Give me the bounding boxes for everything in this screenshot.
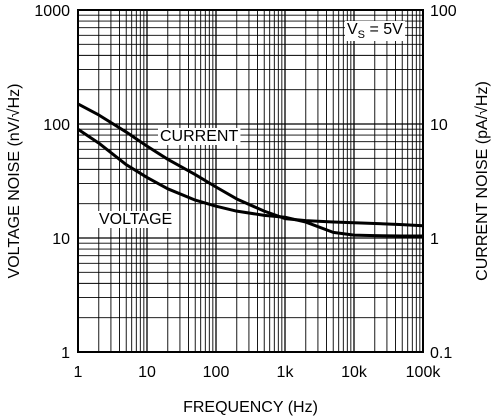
series-lines [77, 102, 424, 238]
y-right-tick-label: 10 [430, 117, 448, 134]
y-right-tick-label: 100 [430, 3, 457, 20]
y-right-tick-label: 1 [430, 231, 439, 248]
supply-annotation: VS = 5V [347, 21, 403, 41]
x-tick-label: 100 [203, 364, 230, 381]
x-tick-label: 1k [277, 364, 295, 381]
voltage-label-background [97, 211, 175, 228]
x-tick-label: 1 [74, 364, 83, 381]
x-tick-label: 10 [138, 364, 156, 381]
supply-annotation-background [345, 21, 406, 41]
x-tick-labels: 1 10 100 1k 10k 100k [74, 364, 442, 381]
current-label-background [158, 128, 241, 145]
current-series-label: CURRENT [160, 128, 238, 145]
x-tick-label: 10k [341, 364, 368, 381]
series-line-voltage [77, 127, 423, 238]
y-left-tick-label: 1000 [34, 3, 70, 20]
y-right-axis-label: CURRENT NOISE (pA/√Hz) [474, 81, 491, 281]
y-left-tick-label: 100 [43, 117, 70, 134]
y-right-tick-label: 0.1 [430, 345, 452, 362]
y-left-axis-label: VOLTAGE NOISE (nV/√Hz) [6, 84, 23, 279]
y-left-tick-labels: 1 10 100 1000 [34, 3, 70, 362]
x-tick-label: 100k [406, 364, 442, 381]
annotation-rest: = 5V [365, 21, 403, 38]
x-axis-label: FREQUENCY (Hz) [183, 399, 318, 416]
annotation-main: V [347, 21, 358, 38]
voltage-series-label: VOLTAGE [99, 211, 172, 228]
plot-frame [77, 9, 424, 353]
annotation-sub: S [358, 29, 365, 41]
grid-lines [78, 10, 423, 352]
series-line-current [77, 102, 424, 228]
y-left-tick-label: 10 [52, 231, 70, 248]
y-left-tick-label: 1 [61, 345, 70, 362]
y-right-tick-labels: 0.1 1 10 100 [430, 3, 457, 362]
